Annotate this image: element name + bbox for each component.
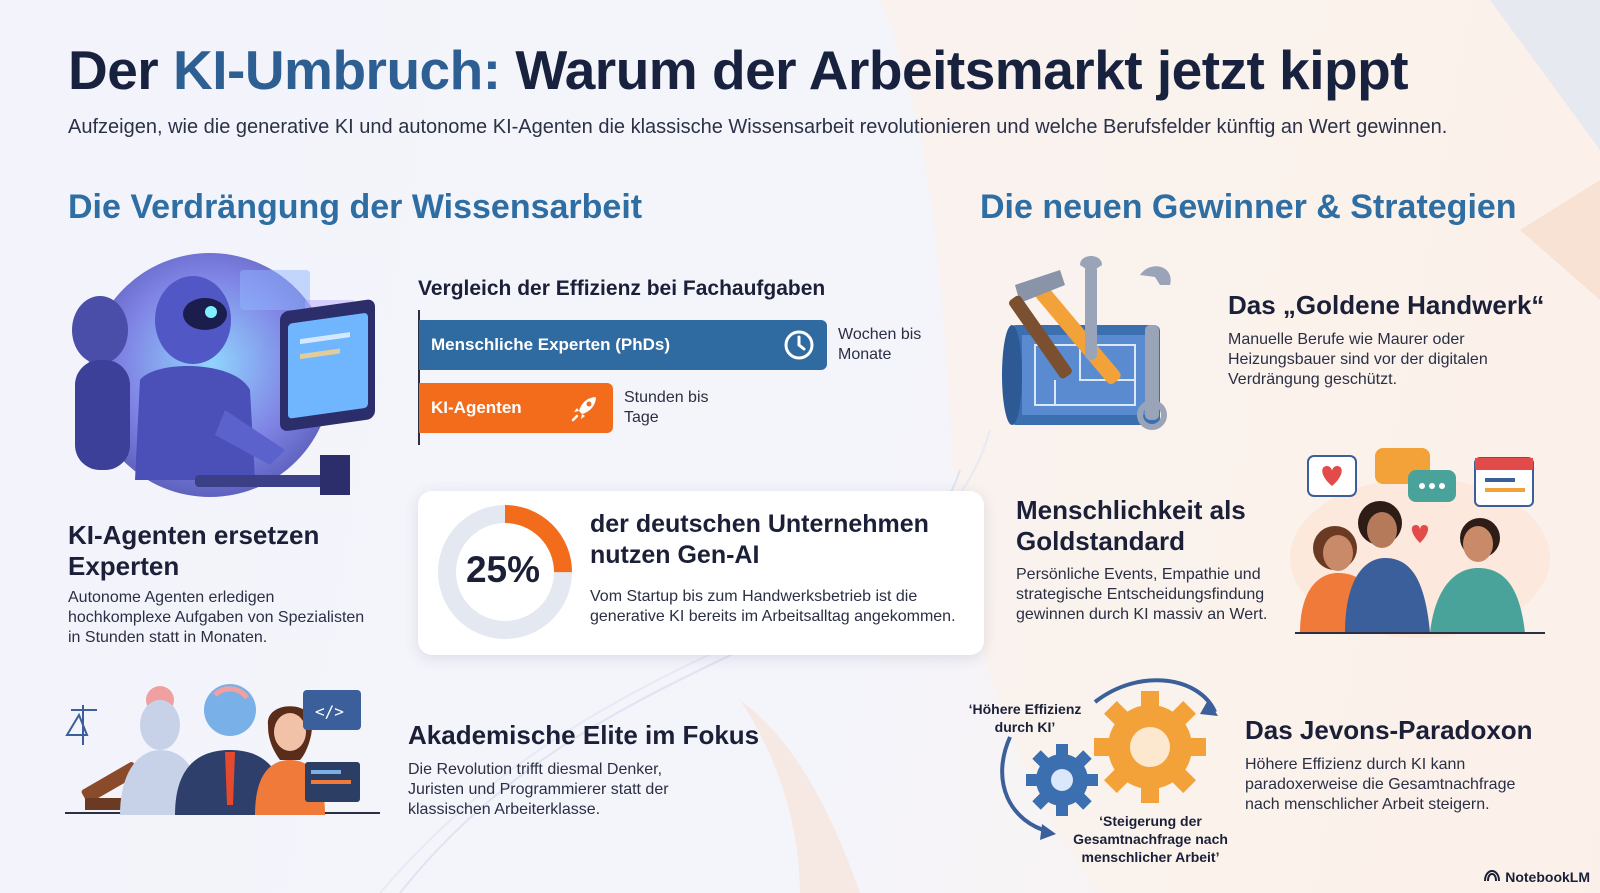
jevons-title: Das Jevons-Paradoxon (1245, 715, 1533, 745)
bar-human-experts: Menschliche Experten (PhDs) (419, 320, 827, 370)
elite-title: Akademische Elite im Fokus (408, 720, 760, 750)
people-empathy-illustration (1290, 448, 1550, 638)
page-title: Der KI-Umbruch: Warum der Arbeitsmarkt j… (68, 38, 1409, 102)
left-section-heading: Die Verdrängung der Wissensarbeit (68, 188, 643, 226)
donut-value (438, 505, 572, 639)
handwerk-text: Manuelle Berufe wie Maurer oder Heizungs… (1228, 331, 1488, 388)
stat-percent: 25% (465, 549, 541, 590)
bar-ki-agents-note: Stunden bis Tage (624, 389, 709, 426)
jevons-label-top: ‘Höhere Effizienz durch KI’ (968, 701, 1082, 735)
menschlichkeit-text: Persönliche Events, Empathie und strateg… (1016, 566, 1268, 623)
elite-text: Die Revolution trifft diesmal Denker, Ju… (408, 761, 669, 818)
title-rest: Warum der Arbeitsmarkt jetzt kippt (500, 39, 1409, 101)
rocket-icon (565, 388, 605, 428)
bar-human-experts-note: Wochen bis Monate (838, 326, 922, 363)
comparison-axis (418, 310, 420, 445)
stat-card: 25% der deutschen Unternehmen nutzen Gen… (418, 491, 984, 655)
comparison-title: Vergleich der Effizienz bei Fachaufgaben (418, 277, 826, 300)
title-accent: KI-Umbruch: (173, 39, 501, 101)
brand-logo: NotebookLM (1484, 869, 1590, 885)
handwerk-title: Das „Goldene Handwerk“ (1228, 290, 1545, 320)
agents-text: Autonome Agenten erledigen hochkomplexe … (68, 589, 365, 646)
tools-blueprint-illustration (1002, 256, 1171, 430)
brand-name: NotebookLM (1505, 869, 1590, 885)
percent-donut (438, 505, 572, 639)
right-section-heading: Die neuen Gewinner & Strategien (980, 188, 1517, 226)
jevons-text: Höhere Effizienz durch KI kann paradoxer… (1245, 756, 1516, 813)
stat-headline: der deutschen Unternehmen nutzen Gen-AI (590, 510, 929, 569)
title-prefix: Der (68, 39, 173, 101)
jevons-label-bottom: ‘Steigerung der Gesamtnachfrage nach men… (1073, 813, 1228, 865)
bar-human-experts-label: Menschliche Experten (PhDs) (431, 335, 671, 354)
menschlichkeit-title: Menschlichkeit als Goldstandard (1016, 495, 1246, 556)
robot-computer-illustration (72, 253, 375, 497)
svg-text:</>: </> (315, 702, 344, 721)
bar-ki-agents-label: KI-Agenten (431, 398, 522, 417)
bar-ki-agents: KI-Agenten (419, 383, 613, 433)
agents-title: KI-Agenten ersetzen Experten (68, 520, 320, 581)
notebooklm-icon (1484, 869, 1501, 885)
academic-elite-illustration: </> (65, 684, 380, 815)
stat-text: Vom Startup bis zum Handwerksbetrieb ist… (590, 588, 956, 625)
gears-cycle-illustration (1000, 678, 1218, 840)
page-subtitle: Aufzeigen, wie die generative KI und aut… (68, 116, 1448, 138)
clock-icon (779, 325, 819, 365)
